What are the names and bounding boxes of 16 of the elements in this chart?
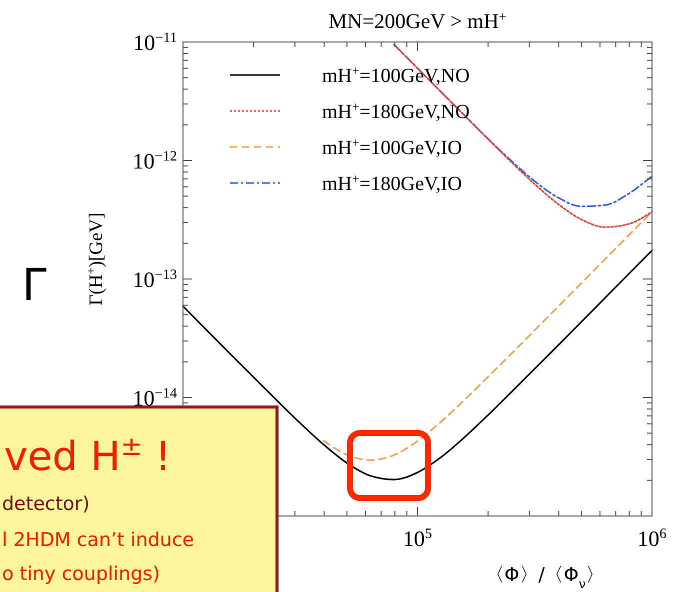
legend-label: mH$^{+}$=180GeV,IO <box>322 170 462 195</box>
text: detector) <box>2 493 90 515</box>
y-tick-label: 10$^{−13}$ <box>132 267 177 292</box>
y-tick-label: 10$^{−12}$ <box>132 148 177 174</box>
text: ved H$^{±}$ ! <box>4 432 172 480</box>
y-tick-label: 10$^{−11}$ <box>133 30 177 55</box>
y-tick-label: 10$^{−14}$ <box>132 386 177 410</box>
x-tick-label: 10$^{6}$ <box>637 526 667 551</box>
text: l 2HDM can’t induce <box>2 529 194 551</box>
line-series <box>182 250 653 480</box>
x-axis-title: 〈Φ〉/〈Φ$_{ν}$〉 <box>485 564 605 591</box>
legend-label: mH$^{+}$=100GeV,IO <box>322 134 462 159</box>
x-tick-label: 10$^{5}$ <box>402 526 432 551</box>
text: o tiny couplings) <box>2 563 160 585</box>
chart-title: MN=200GeV > mH$^{+}$ <box>328 8 507 33</box>
text: Γ <box>22 260 47 311</box>
